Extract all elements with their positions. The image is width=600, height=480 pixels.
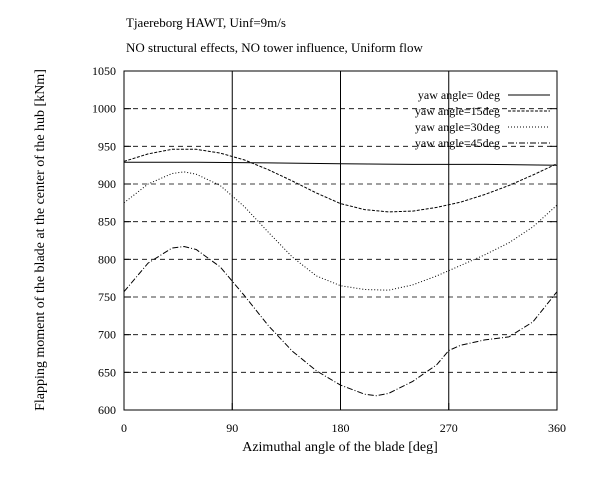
legend-label: yaw angle=30deg bbox=[415, 120, 500, 134]
x-tick-label: 90 bbox=[226, 421, 238, 435]
y-tick-label: 650 bbox=[98, 365, 116, 379]
x-tick-label: 270 bbox=[440, 421, 458, 435]
legend-label: yaw angle=15deg bbox=[415, 104, 500, 118]
series-line-yaw-angle-45deg bbox=[123, 245, 558, 397]
x-axis-label: Azimuthal angle of the blade [deg] bbox=[242, 440, 438, 455]
y-tick-label: 900 bbox=[98, 177, 116, 191]
legend-label: yaw angle= 0deg bbox=[418, 88, 500, 102]
series-line-yaw-angle-0deg bbox=[124, 161, 558, 166]
chart-subtitle: NO structural effects, NO tower influenc… bbox=[126, 40, 423, 55]
y-tick-label: 700 bbox=[98, 328, 116, 342]
x-tick-label: 180 bbox=[332, 421, 350, 435]
y-tick-label: 600 bbox=[98, 403, 116, 417]
y-tick-label: 1000 bbox=[92, 102, 116, 116]
y-tick-label: 850 bbox=[98, 215, 116, 229]
x-tick-label: 360 bbox=[548, 421, 566, 435]
y-axis: 600 650 700 750 800 850 900 950 1000 1050 bbox=[92, 64, 557, 417]
series-lines bbox=[123, 148, 558, 397]
series-line-yaw-angle-30deg bbox=[123, 171, 558, 291]
chart-title: Tjaereborg HAWT, Uinf=9m/s bbox=[126, 15, 286, 30]
x-tick-label: 0 bbox=[121, 421, 127, 435]
legend-label: yaw angle=45deg bbox=[415, 136, 500, 150]
grid bbox=[124, 71, 557, 410]
y-tick-label: 800 bbox=[98, 252, 116, 266]
legend: yaw angle= 0deg yaw angle=15deg yaw angle=… bbox=[415, 88, 550, 150]
y-tick-label: 950 bbox=[98, 139, 116, 153]
series-line-yaw-angle-15deg bbox=[123, 148, 558, 213]
y-tick-label: 750 bbox=[98, 290, 116, 304]
y-tick-label: 1050 bbox=[92, 64, 116, 78]
y-axis-label: Flapping moment of the blade at the cent… bbox=[33, 69, 48, 411]
x-axis: 0 90 180 270 360 bbox=[121, 403, 566, 435]
